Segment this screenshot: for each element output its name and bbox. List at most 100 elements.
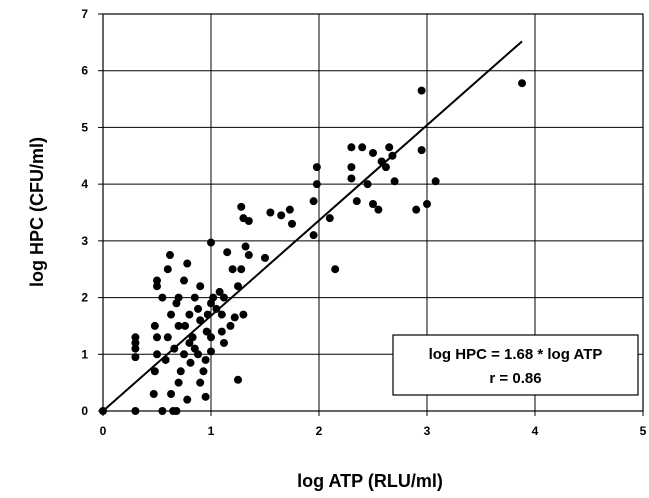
data-point	[220, 339, 228, 347]
data-point	[347, 163, 355, 171]
annotation-correlation: r = 0.86	[489, 370, 541, 387]
data-point	[151, 322, 159, 330]
annotation-equation: log HPC = 1.68 * log ATP	[429, 346, 603, 363]
data-point	[245, 251, 253, 259]
data-point	[218, 328, 226, 336]
data-point	[202, 393, 210, 401]
data-point	[518, 79, 526, 87]
data-point	[175, 379, 183, 387]
data-point	[196, 316, 204, 324]
data-point	[369, 149, 377, 157]
x-tick-label: 4	[532, 424, 539, 438]
data-point	[131, 345, 139, 353]
data-point	[234, 282, 242, 290]
data-point	[202, 356, 210, 364]
data-point	[242, 243, 250, 251]
data-point	[391, 177, 399, 185]
data-point	[153, 277, 161, 285]
y-tick-label: 7	[81, 7, 88, 21]
data-point	[196, 379, 204, 387]
data-point	[183, 260, 191, 268]
data-point	[364, 180, 372, 188]
data-point	[223, 248, 231, 256]
data-point	[194, 305, 202, 313]
y-tick-label: 0	[81, 404, 88, 418]
data-point	[196, 282, 204, 290]
y-tick-label: 2	[81, 291, 88, 305]
data-point	[412, 206, 420, 214]
data-point	[385, 143, 393, 151]
annotation-box: log HPC = 1.68 * log ATP r = 0.86	[393, 335, 638, 395]
data-point	[186, 359, 194, 367]
data-point	[239, 311, 247, 319]
data-point	[288, 220, 296, 228]
y-tick-label: 3	[81, 234, 88, 248]
data-point	[180, 277, 188, 285]
data-point	[158, 294, 166, 302]
x-tick-label: 0	[100, 424, 107, 438]
x-axis-title: log ATP (RLU/ml)	[297, 471, 443, 491]
data-point	[310, 197, 318, 205]
data-point	[347, 174, 355, 182]
data-point	[331, 265, 339, 273]
data-point	[313, 163, 321, 171]
data-point	[326, 214, 334, 222]
data-point	[153, 333, 161, 341]
data-point	[164, 265, 172, 273]
data-point	[382, 163, 390, 171]
data-point	[181, 322, 189, 330]
data-point	[209, 294, 217, 302]
y-axis-title: log HPC (CFU/ml)	[27, 137, 47, 287]
data-point	[432, 177, 440, 185]
data-point	[151, 367, 159, 375]
data-point	[189, 333, 197, 341]
x-tick-label: 5	[640, 424, 647, 438]
data-point	[175, 294, 183, 302]
data-point	[277, 211, 285, 219]
data-point	[170, 345, 178, 353]
data-point	[166, 251, 174, 259]
data-point	[131, 353, 139, 361]
data-point	[150, 390, 158, 398]
data-point	[194, 350, 202, 358]
data-point	[313, 180, 321, 188]
data-point	[177, 367, 185, 375]
data-point	[310, 231, 318, 239]
y-tick-label: 1	[81, 347, 88, 361]
data-point	[207, 333, 215, 341]
data-point	[99, 407, 107, 415]
data-point	[167, 311, 175, 319]
data-point	[374, 206, 382, 214]
data-point	[423, 200, 431, 208]
data-point	[164, 333, 172, 341]
data-point	[167, 390, 175, 398]
x-tick-label: 1	[208, 424, 215, 438]
data-point	[180, 350, 188, 358]
data-point	[162, 356, 170, 364]
x-tick-label: 3	[424, 424, 431, 438]
x-axis-ticks: 0 1 2 3 4 5	[100, 411, 647, 438]
data-point	[207, 347, 215, 355]
data-point	[245, 217, 253, 225]
data-point	[153, 350, 161, 358]
data-point	[237, 265, 245, 273]
data-point	[237, 203, 245, 211]
y-axis-ticks: 0 1 2 3 4 5 6 7	[81, 7, 103, 418]
data-point	[418, 87, 426, 95]
data-point	[191, 294, 199, 302]
data-point	[207, 239, 215, 247]
data-point	[231, 313, 239, 321]
data-point	[229, 265, 237, 273]
data-point	[199, 367, 207, 375]
data-point	[218, 311, 226, 319]
y-tick-label: 4	[81, 177, 88, 191]
data-point	[172, 407, 180, 415]
data-point	[183, 396, 191, 404]
data-point	[131, 407, 139, 415]
y-tick-label: 6	[81, 64, 88, 78]
data-point	[234, 376, 242, 384]
data-point	[418, 146, 426, 154]
data-point	[261, 254, 269, 262]
data-point	[358, 143, 366, 151]
